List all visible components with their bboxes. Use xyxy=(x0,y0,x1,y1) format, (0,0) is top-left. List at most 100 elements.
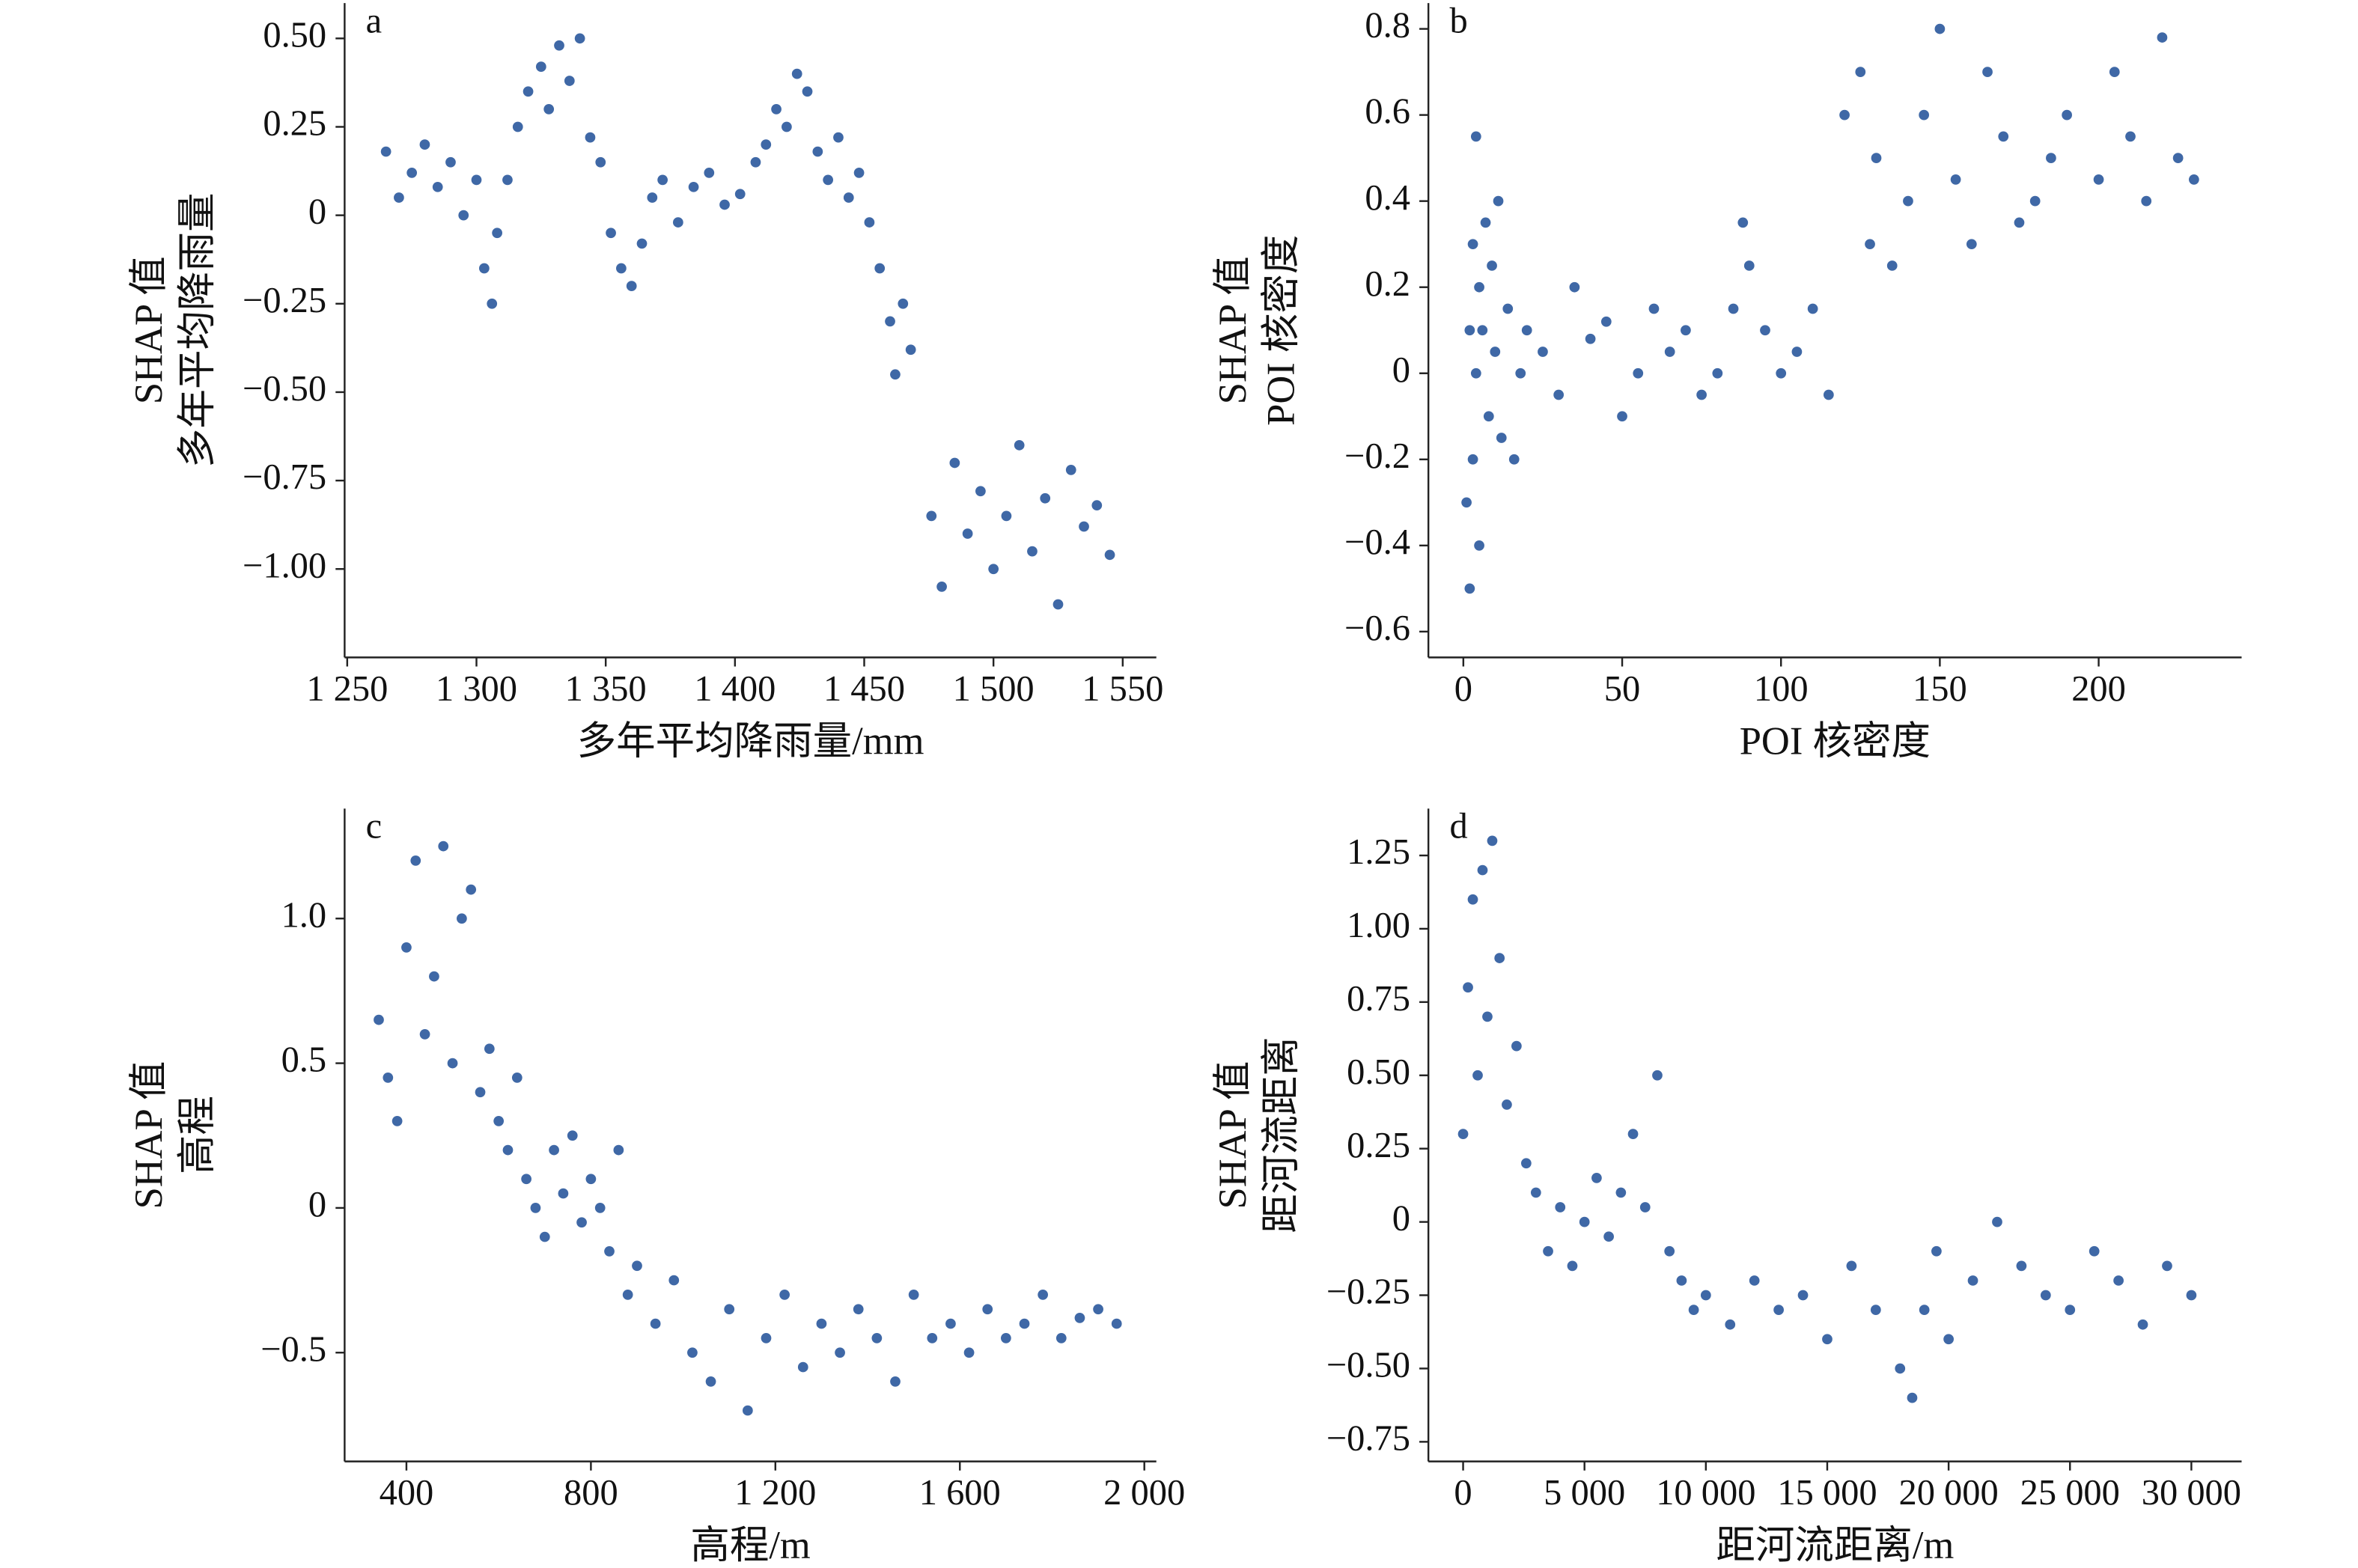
scatter-point xyxy=(606,228,616,239)
x-axis-label: 高程/m xyxy=(690,1524,811,1567)
scatter-point xyxy=(1001,510,1012,522)
x-tick-label: 5 000 xyxy=(1544,1473,1625,1513)
scatter-point xyxy=(1760,325,1770,336)
scatter-point xyxy=(742,1405,753,1416)
scatter-point xyxy=(1569,281,1580,293)
scatter-point xyxy=(890,1376,901,1387)
scatter-point xyxy=(549,1144,559,1156)
scatter-point xyxy=(1027,546,1038,557)
scatter-point xyxy=(543,103,555,115)
scatter-point xyxy=(1846,1260,1857,1272)
scatter-point xyxy=(1493,195,1504,207)
scatter-point xyxy=(1490,347,1501,357)
scatter-point xyxy=(1712,367,1723,379)
scatter-point xyxy=(1603,1231,1614,1242)
scatter-point xyxy=(1474,540,1484,551)
scatter-point xyxy=(558,1188,569,1199)
scatter-point xyxy=(750,156,761,168)
scatter-point xyxy=(2089,1245,2100,1257)
y-tick-label: −0.25 xyxy=(1326,1272,1410,1312)
scatter-point xyxy=(1496,433,1507,443)
scatter-point xyxy=(1567,1260,1578,1272)
scatter-point xyxy=(475,1087,486,1098)
scatter-point xyxy=(2014,217,2025,228)
y-axis-label: SHAP 值 xyxy=(127,1061,171,1209)
scatter-point xyxy=(564,76,575,86)
scatter-point xyxy=(871,1333,883,1343)
x-tick-label: 100 xyxy=(1754,669,1809,709)
scatter-point xyxy=(1579,1216,1590,1227)
y-tick-label: 1.0 xyxy=(281,895,327,935)
scatter-point xyxy=(1600,316,1612,327)
scatter-point xyxy=(1737,217,1749,228)
x-tick-label: 1 200 xyxy=(734,1473,816,1513)
scatter-point xyxy=(512,121,523,132)
scatter-point xyxy=(835,1347,845,1358)
scatter-point xyxy=(2162,1260,2172,1272)
y-tick-label: 0 xyxy=(1392,350,1410,390)
y-tick-label: −0.2 xyxy=(1344,436,1410,476)
scatter-point xyxy=(2065,1305,2076,1315)
scatter-point xyxy=(1903,195,1913,207)
scatter-point xyxy=(853,168,865,178)
panel-label: a xyxy=(366,1,383,40)
scatter-point xyxy=(1895,1363,1906,1374)
scatter-point xyxy=(1477,864,1488,876)
panel-label: d xyxy=(1449,807,1467,846)
scatter-point xyxy=(457,913,467,924)
scatter-point xyxy=(2189,174,2199,185)
scatter-point xyxy=(1502,1099,1512,1110)
x-tick-label: 400 xyxy=(380,1473,434,1513)
scatter-point xyxy=(1907,1392,1918,1403)
scatter-point xyxy=(419,1029,430,1040)
scatter-point xyxy=(771,103,782,115)
scatter-point xyxy=(380,146,392,157)
scatter-point xyxy=(1648,303,1660,314)
scatter-point xyxy=(761,1333,772,1343)
scatter-point xyxy=(1520,1158,1532,1169)
scatter-point xyxy=(1521,325,1532,336)
x-tick-label: 0 xyxy=(1454,669,1472,709)
scatter-point xyxy=(2062,109,2072,121)
y-tick-label: −0.6 xyxy=(1344,608,1410,648)
y-tick-label: −0.75 xyxy=(1326,1419,1410,1459)
scatter-point xyxy=(585,1174,597,1185)
y-tick-label: 0 xyxy=(1392,1199,1410,1239)
scatter-point xyxy=(1494,953,1505,963)
scatter-point xyxy=(1743,260,1755,271)
scatter-point xyxy=(1482,1011,1493,1022)
scatter-point xyxy=(1791,347,1803,357)
scatter-point xyxy=(458,210,469,221)
scatter-point xyxy=(1652,1070,1663,1081)
scatter-point xyxy=(668,1275,680,1286)
scatter-point xyxy=(936,582,947,592)
scatter-point xyxy=(1038,1290,1049,1300)
y-tick-label: 0.50 xyxy=(263,15,326,55)
scatter-point xyxy=(447,1058,458,1069)
y-tick-label: −0.25 xyxy=(243,281,326,320)
scatter-point xyxy=(576,1217,587,1228)
scatter-point xyxy=(1950,174,1961,185)
x-tick-label: 1 400 xyxy=(694,669,776,709)
scatter-point xyxy=(797,1361,808,1373)
scatter-point xyxy=(487,298,498,309)
scatter-point xyxy=(1664,347,1675,357)
scatter-point xyxy=(853,1304,864,1315)
scatter-point xyxy=(2016,1260,2027,1272)
scatter-point xyxy=(432,181,443,192)
x-tick-label: 25 000 xyxy=(2020,1473,2120,1513)
scatter-point xyxy=(1688,1305,1699,1315)
scatter-point xyxy=(1508,454,1520,465)
scatter-point xyxy=(2172,153,2184,164)
scatter-point xyxy=(574,33,585,44)
y-tick-label: 0.25 xyxy=(1347,1126,1410,1165)
scatter-point xyxy=(734,189,746,200)
scatter-point xyxy=(1681,325,1691,336)
scatter-point xyxy=(2186,1290,2197,1301)
scatter-point xyxy=(1093,1304,1103,1315)
scatter-point xyxy=(626,281,637,292)
scatter-point xyxy=(1865,239,1875,250)
scatter-point xyxy=(1079,521,1089,532)
scatter-point xyxy=(419,139,430,150)
scatter-point xyxy=(1065,465,1076,475)
